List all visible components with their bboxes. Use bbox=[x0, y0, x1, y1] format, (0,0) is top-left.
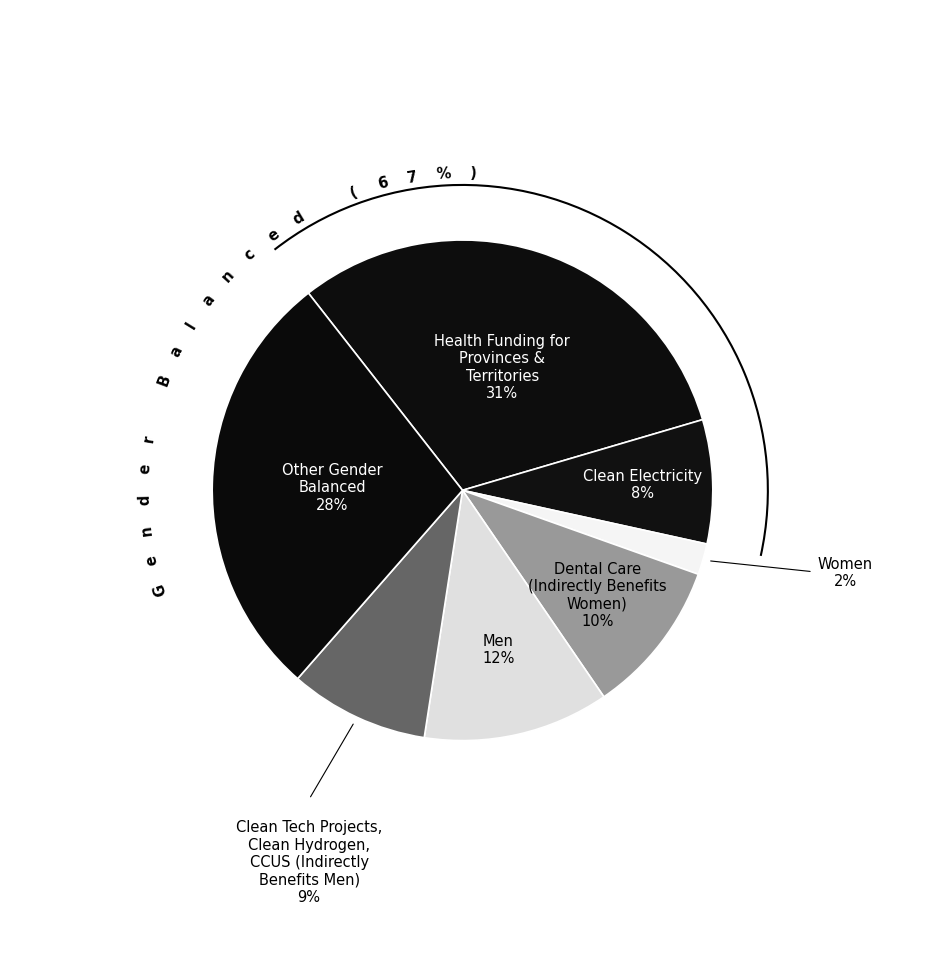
Text: G: G bbox=[151, 580, 169, 597]
Text: ): ) bbox=[470, 166, 477, 181]
Text: Health Funding for
Provinces &
Territories
31%: Health Funding for Provinces & Territori… bbox=[435, 334, 570, 400]
Text: Men
12%: Men 12% bbox=[482, 633, 514, 665]
Text: Dental Care
(Indirectly Benefits
Women)
10%: Dental Care (Indirectly Benefits Women) … bbox=[528, 561, 667, 628]
Text: l: l bbox=[184, 319, 199, 331]
Text: e: e bbox=[138, 463, 154, 475]
Text: d: d bbox=[290, 210, 307, 228]
Text: Women
2%: Women 2% bbox=[818, 556, 873, 588]
Text: 7: 7 bbox=[407, 169, 419, 185]
Wedge shape bbox=[298, 491, 462, 738]
Text: Other Gender
Balanced
28%: Other Gender Balanced 28% bbox=[282, 462, 383, 512]
Text: B: B bbox=[155, 372, 174, 388]
Text: e: e bbox=[143, 553, 161, 566]
Wedge shape bbox=[462, 491, 698, 697]
Wedge shape bbox=[425, 491, 604, 740]
Wedge shape bbox=[462, 420, 713, 544]
Text: c: c bbox=[241, 247, 258, 263]
Text: 6: 6 bbox=[376, 174, 389, 192]
Wedge shape bbox=[212, 294, 462, 679]
Wedge shape bbox=[308, 241, 703, 491]
Text: a: a bbox=[168, 344, 186, 359]
Text: %: % bbox=[436, 166, 450, 182]
Wedge shape bbox=[462, 491, 707, 575]
Text: n: n bbox=[219, 268, 237, 285]
Text: Clean Tech Projects,
Clean Hydrogen,
CCUS (Indirectly
Benefits Men)
9%: Clean Tech Projects, Clean Hydrogen, CCU… bbox=[236, 820, 382, 903]
Text: a: a bbox=[200, 292, 217, 308]
Text: e: e bbox=[265, 227, 282, 245]
Text: d: d bbox=[137, 494, 153, 504]
Text: n: n bbox=[139, 523, 155, 536]
Text: (: ( bbox=[348, 184, 360, 200]
Text: Clean Electricity
8%: Clean Electricity 8% bbox=[583, 468, 702, 500]
Text: r: r bbox=[141, 434, 157, 443]
